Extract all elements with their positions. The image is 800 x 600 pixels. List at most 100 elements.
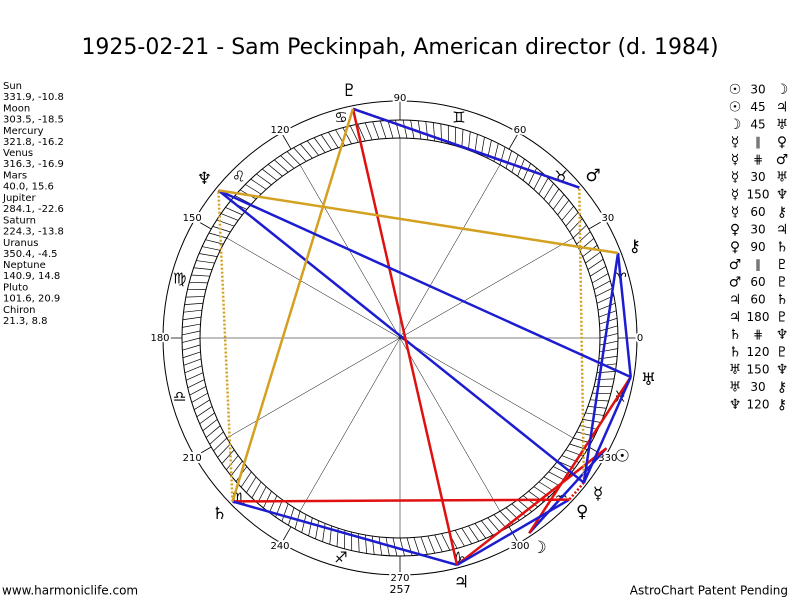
title: 1925-02-21 - Sam Peckinpah, American dir…	[81, 35, 718, 60]
degree-hatch	[221, 449, 235, 464]
degree-hatch	[427, 535, 436, 554]
aspect-planet: ♃	[776, 222, 789, 238]
aspect-type: 60	[750, 205, 765, 219]
planet-glyph: ♄	[212, 504, 227, 524]
aspect-planet: ♂	[729, 257, 742, 273]
aspect-type: 150	[747, 188, 770, 202]
degree-hatch	[315, 520, 319, 540]
aspect-planet: ♅	[729, 362, 742, 378]
planet-glyph: ♂	[585, 166, 600, 186]
aspect-line	[232, 498, 570, 503]
spoke	[299, 337, 401, 512]
degree-hatch	[182, 316, 202, 321]
aspect-type: ∥	[755, 135, 761, 149]
footer-right: AstroChart Patent Pending	[630, 584, 788, 598]
aspect-line	[456, 498, 570, 567]
planet-glyph: ♃	[454, 572, 469, 592]
degree-hatch	[461, 129, 464, 148]
aspect-planet: ♄	[776, 292, 789, 308]
degree-hatch	[274, 159, 289, 173]
degree-hatch	[320, 134, 332, 151]
degree-hatch	[262, 168, 278, 181]
degree-hatch	[183, 309, 202, 313]
degree-hatch	[213, 437, 228, 452]
aspect-planet: ♇	[776, 310, 789, 326]
degree-hatch	[245, 184, 262, 195]
aspect-line	[578, 187, 586, 483]
aspect-type: 60	[750, 293, 765, 307]
aspect-line	[352, 107, 580, 189]
degree-hatch	[246, 476, 257, 493]
degree-hatch	[587, 258, 604, 270]
planet-glyph: ☉	[615, 447, 630, 467]
aspect-planet: ♅	[776, 170, 789, 186]
sign-divider	[281, 132, 292, 150]
degree-hatch	[434, 534, 443, 552]
planet-glyph: ☽	[531, 538, 546, 558]
sign-divider	[281, 526, 292, 544]
planet-position: 140.9, 14.8	[3, 271, 60, 282]
degree-hatch	[306, 140, 319, 156]
aspect-planet: ♃	[729, 310, 742, 326]
aspect-planet: ☿	[731, 170, 740, 186]
degree-hatch	[202, 419, 218, 432]
degree-hatch	[454, 127, 457, 146]
degree-hatch	[193, 267, 213, 270]
planet-glyph: ♇	[342, 81, 357, 101]
zodiac-sign: ♎	[173, 388, 186, 406]
degree-hatch	[288, 507, 295, 526]
planet-position: 331.9, -10.8	[3, 92, 64, 103]
aspect-type: 150	[747, 363, 770, 377]
degree-hatch	[493, 514, 507, 529]
degree-hatch	[308, 517, 313, 536]
degree-hatch	[193, 399, 210, 410]
degree-hatch	[181, 337, 201, 343]
planet-position: 350.4, -4.5	[3, 249, 58, 260]
planet-name: Sun	[3, 81, 22, 92]
planet-position: 321.8, -16.2	[3, 137, 64, 148]
sign-divider	[194, 219, 212, 230]
degree-hatch	[349, 125, 359, 143]
sign-divider	[588, 219, 606, 230]
degree-hatch	[399, 537, 405, 557]
degree-hatch	[517, 499, 533, 512]
aspect-planet: ♅	[776, 117, 789, 133]
degree-hatch	[599, 325, 618, 332]
zodiac-sign: ♊	[452, 108, 465, 126]
degree-hatch	[552, 194, 565, 210]
degree-label: 30	[601, 213, 614, 224]
aspect-planet: ☿	[731, 205, 740, 221]
zodiac-sign: ♌	[232, 167, 245, 185]
degree-hatch	[481, 520, 494, 536]
aspect-planet: ☽	[729, 117, 742, 133]
aspect-type: 60	[750, 275, 765, 289]
planet-position: 21.3, 8.8	[3, 316, 48, 327]
ascendant-label: 257	[390, 583, 411, 596]
degree-hatch	[543, 183, 554, 200]
degree-hatch	[185, 296, 205, 298]
degree-label: 240	[270, 541, 289, 552]
degree-hatch	[528, 167, 537, 185]
aspect-planet: ♂	[729, 275, 742, 291]
aspect-line	[217, 189, 632, 379]
aspect-planet: ☿	[731, 187, 740, 203]
aspect-planet: ☿	[731, 152, 740, 168]
degree-hatch	[182, 323, 201, 328]
degree-hatch	[187, 379, 205, 389]
degree-hatch	[212, 226, 231, 233]
degree-hatch	[256, 173, 272, 186]
planet-position: 101.6, 20.9	[3, 294, 60, 305]
degree-hatch	[196, 260, 215, 264]
zodiac-sign: ♍	[173, 269, 186, 287]
degree-hatch	[461, 528, 472, 545]
aspect-line	[456, 447, 608, 566]
aspect-type: 120	[747, 398, 770, 412]
degree-hatch	[468, 131, 471, 151]
degree-hatch	[181, 330, 201, 336]
spoke	[226, 337, 401, 439]
aspect-planet: ♆	[776, 362, 789, 378]
aspect-type: 30	[750, 170, 765, 184]
degree-hatch	[468, 525, 480, 542]
aspect-planet: ♆	[729, 397, 742, 413]
aspect-type: 30	[750, 83, 765, 97]
